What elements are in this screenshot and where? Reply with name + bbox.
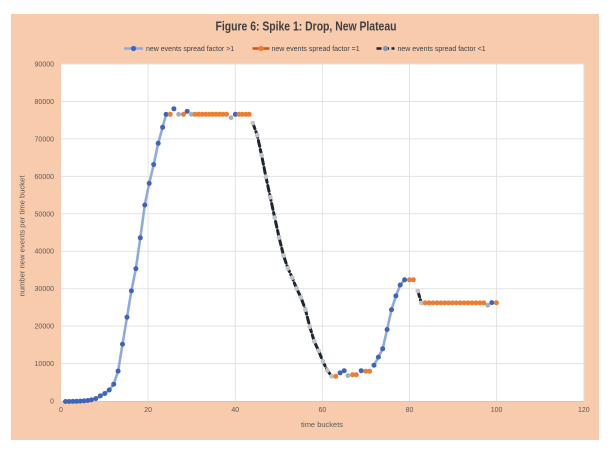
svg-text:30000: 30000: [35, 286, 55, 293]
svg-text:10000: 10000: [35, 361, 55, 368]
svg-text:20000: 20000: [35, 324, 55, 331]
svg-text:50000: 50000: [35, 211, 55, 218]
svg-text:40: 40: [231, 407, 239, 414]
svg-text:0: 0: [50, 399, 54, 406]
svg-text:100: 100: [491, 407, 503, 414]
svg-text:60000: 60000: [35, 174, 55, 181]
svg-text:70000: 70000: [35, 136, 55, 143]
svg-text:60: 60: [319, 407, 327, 414]
svg-text:120: 120: [578, 407, 590, 414]
svg-text:new events spread factor >1: new events spread factor >1: [146, 46, 234, 53]
svg-text:Figure 6: Spike 1: Drop, New P: Figure 6: Spike 1: Drop, New Plateau: [216, 20, 397, 34]
svg-text:80: 80: [406, 407, 414, 414]
svg-text:new events spread factor <1: new events spread factor <1: [398, 46, 486, 53]
svg-text:20: 20: [144, 407, 152, 414]
svg-text:0: 0: [59, 407, 63, 414]
svg-text:time buckets: time buckets: [301, 420, 343, 429]
svg-text:number new events per time buc: number new events per time bucket: [20, 175, 27, 296]
svg-text:new events spread factor =1: new events spread factor =1: [272, 46, 360, 53]
svg-text:80000: 80000: [35, 99, 55, 106]
svg-text:90000: 90000: [35, 62, 55, 69]
svg-text:40000: 40000: [35, 249, 55, 256]
